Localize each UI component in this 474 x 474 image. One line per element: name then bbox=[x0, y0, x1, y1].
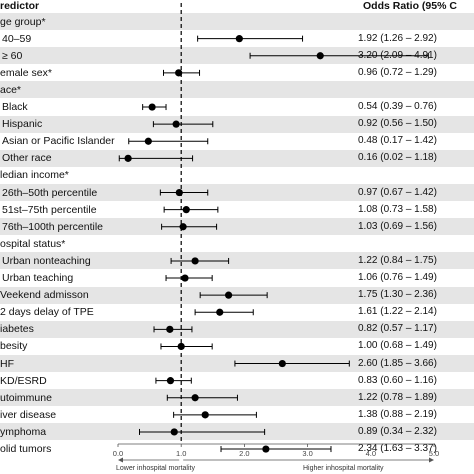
odds-ratio-text: 2.34 (1.63 – 3.37) bbox=[358, 443, 437, 454]
lower-arrow-head bbox=[118, 457, 123, 463]
predictor-label: emale sex* bbox=[0, 66, 52, 79]
odds-ratio-text: 3.20 (2.09 – 4.91) bbox=[358, 49, 437, 61]
odds-ratio-text: 1.75 (1.30 – 2.36) bbox=[358, 289, 437, 301]
predictor-label: ymphoma bbox=[0, 425, 47, 438]
odds-ratio-text: 1.92 (1.26 – 2.92) bbox=[358, 32, 437, 44]
odds-ratio-point bbox=[191, 394, 199, 402]
odds-ratio-point bbox=[235, 35, 243, 43]
row-stripe bbox=[0, 13, 474, 31]
predictor-label: 76th–100th percentile bbox=[2, 220, 103, 233]
odds-ratio-text: 0.83 (0.60 – 1.16) bbox=[358, 374, 437, 386]
predictor-label: HF bbox=[0, 357, 14, 370]
odds-ratio-text: 0.96 (0.72 – 1.29) bbox=[358, 66, 437, 78]
predictor-label: 40–59 bbox=[2, 32, 32, 45]
row-stripe bbox=[0, 81, 474, 99]
x-tick-label: 1.0 bbox=[176, 449, 186, 458]
odds-ratio-point bbox=[148, 103, 156, 111]
odds-ratio-point bbox=[225, 291, 233, 299]
group-header-label: ledian income* bbox=[0, 169, 69, 182]
predictor-label: KD/ESRD bbox=[0, 374, 47, 387]
higher-mortality-note: Higher inhospital mortality bbox=[303, 465, 384, 472]
odds-ratio-point bbox=[175, 69, 183, 77]
odds-ratio-text: 0.54 (0.39 – 0.76) bbox=[358, 101, 437, 112]
odds-ratio-text: 1.22 (0.78 – 1.89) bbox=[358, 391, 437, 403]
odds-ratio-point bbox=[201, 411, 209, 419]
odds-ratio-text: 1.38 (0.88 – 2.19) bbox=[358, 408, 437, 420]
group-header-label: ace* bbox=[0, 83, 22, 96]
x-tick-label: 0.0 bbox=[113, 449, 123, 458]
odds-ratio-text: 1.00 (0.68 – 1.49) bbox=[358, 340, 437, 352]
group-header-label: ospital status* bbox=[0, 237, 66, 250]
odds-ratio-text: 1.61 (1.22 – 2.14) bbox=[358, 306, 437, 318]
predictor-label: 26th–50th percentile bbox=[2, 186, 98, 199]
odds-ratio-point bbox=[170, 428, 178, 436]
odds-ratio-header: Odds Ratio (95% C bbox=[363, 0, 457, 12]
predictor-label: Urban nonteaching bbox=[2, 254, 91, 267]
predictor-label: 2 days delay of TPE bbox=[0, 306, 94, 319]
predictor-label: iver disease bbox=[0, 408, 57, 421]
x-tick-label: 4.0 bbox=[366, 449, 376, 458]
odds-ratio-point bbox=[175, 188, 183, 197]
row-stripe bbox=[0, 149, 474, 167]
odds-ratio-point bbox=[316, 52, 324, 60]
predictor-label: besity bbox=[0, 340, 28, 353]
odds-ratio-point bbox=[181, 274, 189, 282]
row-stripe bbox=[0, 184, 474, 202]
row-stripe bbox=[0, 115, 474, 133]
odds-ratio-point bbox=[278, 359, 286, 368]
odds-ratio-point bbox=[179, 223, 187, 231]
higher-arrow-head bbox=[429, 457, 434, 463]
x-tick-label: 2.0 bbox=[239, 449, 249, 458]
predictor-header: redictor bbox=[0, 0, 40, 12]
x-tick-label: 5.0 bbox=[429, 449, 439, 458]
predictor-label: Asian or Pacific Islander bbox=[2, 135, 115, 148]
predictor-label: Other race bbox=[2, 152, 52, 165]
odds-ratio-point bbox=[144, 137, 152, 145]
odds-ratio-point bbox=[166, 325, 174, 333]
odds-ratio-text: 1.08 (0.73 – 1.58) bbox=[358, 203, 437, 215]
odds-ratio-text: 1.03 (0.69 – 1.56) bbox=[358, 220, 437, 232]
odds-ratio-text: 1.06 (0.76 – 1.49) bbox=[358, 272, 437, 283]
row-stripe bbox=[0, 252, 474, 270]
odds-ratio-text: 0.48 (0.17 – 1.42) bbox=[358, 135, 437, 147]
odds-ratio-point bbox=[262, 445, 270, 453]
predictor-label: ≥ 60 bbox=[2, 49, 23, 62]
group-header-label: ge group* bbox=[0, 15, 46, 28]
odds-ratio-point bbox=[124, 154, 132, 162]
odds-ratio-point bbox=[216, 308, 224, 316]
predictor-label: Hispanic bbox=[2, 118, 43, 131]
predictor-label: olid tumors bbox=[0, 443, 52, 455]
odds-ratio-text: 0.16 (0.02 – 1.18) bbox=[358, 152, 437, 164]
predictor-label: Urban teaching bbox=[2, 272, 74, 284]
x-tick-label: 3.0 bbox=[302, 449, 312, 458]
odds-ratio-text: 0.92 (0.56 – 1.50) bbox=[358, 118, 437, 130]
lower-mortality-note: Lower inhospital mortality bbox=[116, 465, 195, 472]
odds-ratio-point bbox=[172, 120, 180, 128]
predictor-label: utoimmune bbox=[0, 391, 52, 404]
predictor-label: 51st–75th percentile bbox=[2, 203, 97, 216]
odds-ratio-point bbox=[191, 257, 199, 265]
odds-ratio-text: 0.97 (0.67 – 1.42) bbox=[358, 186, 437, 198]
odds-ratio-point bbox=[166, 377, 175, 385]
predictor-label: Black bbox=[2, 101, 28, 113]
odds-ratio-text: 0.82 (0.57 – 1.17) bbox=[358, 323, 437, 335]
row-stripe bbox=[0, 320, 474, 338]
odds-ratio-point bbox=[182, 206, 190, 214]
predictor-label: Veekend admisson bbox=[0, 289, 89, 302]
odds-ratio-text: 0.89 (0.34 – 2.32) bbox=[358, 425, 437, 437]
predictor-label: iabetes bbox=[0, 323, 34, 336]
row-stripe bbox=[0, 47, 474, 65]
odds-ratio-text: 2.60 (1.85 – 3.66) bbox=[358, 357, 437, 369]
row-stripe bbox=[0, 218, 474, 236]
odds-ratio-text: 1.22 (0.84 – 1.75) bbox=[358, 254, 437, 266]
